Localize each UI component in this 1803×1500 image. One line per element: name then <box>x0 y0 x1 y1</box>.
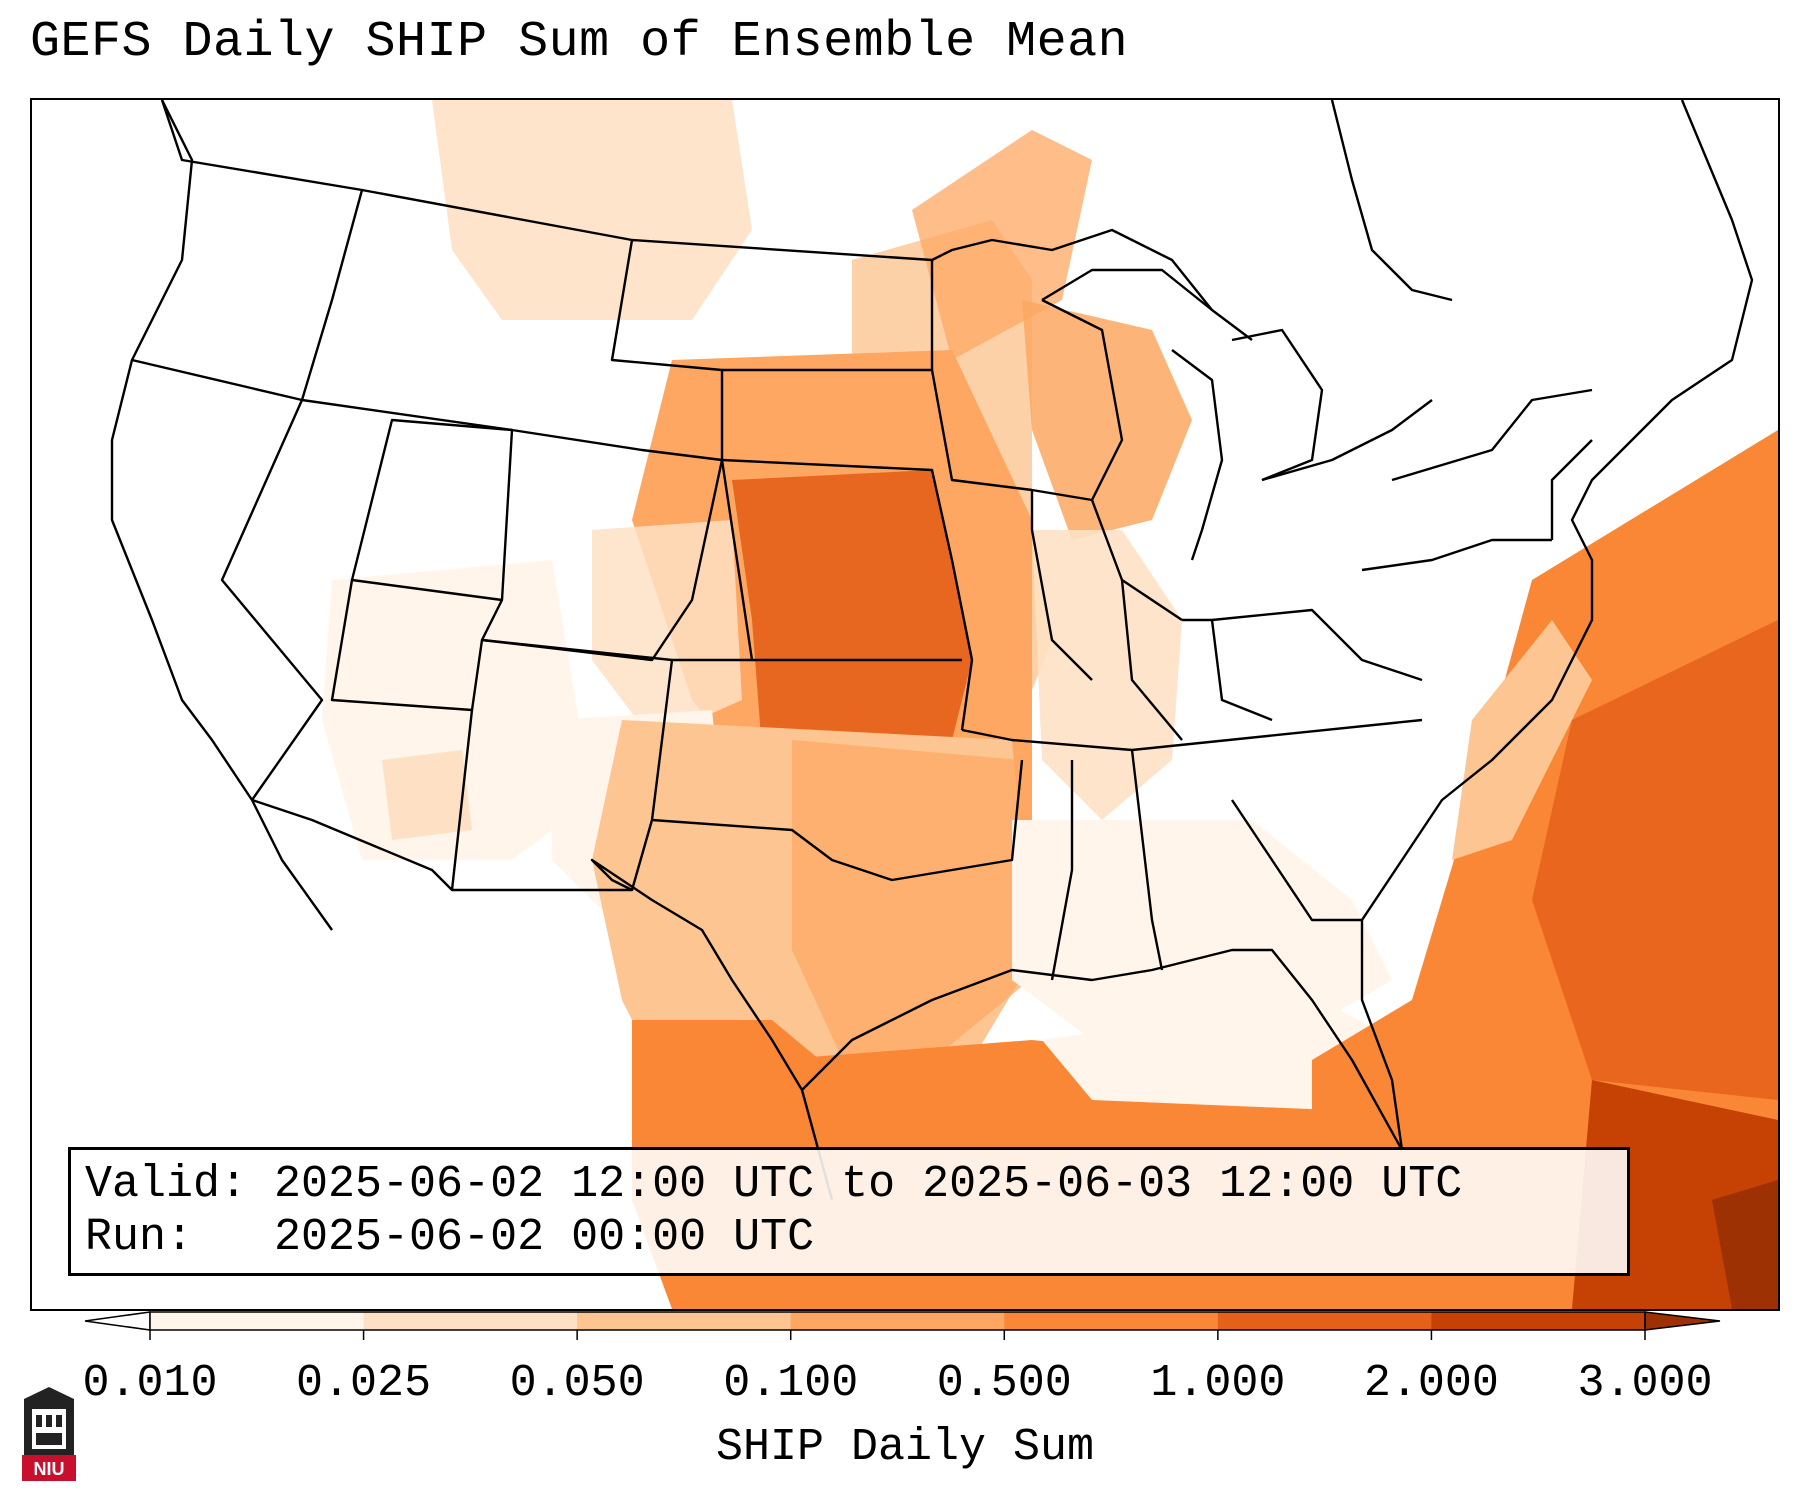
state-line-16 <box>930 369 1183 621</box>
shade-illinois-strip <box>1032 530 1182 820</box>
colorbar-tick-label: 0.010 <box>82 1358 218 1409</box>
state-line-25 <box>1231 799 1362 922</box>
state-line-9 <box>610 239 724 460</box>
colorbar-segment <box>790 1312 1005 1330</box>
state-line-7 <box>450 709 474 891</box>
state-line-1 <box>300 189 364 401</box>
us-canada-border <box>160 100 1253 341</box>
shade-colorado-east <box>592 520 742 740</box>
niu-logo: NIU <box>22 1387 76 1481</box>
colorbar-tick-label: 0.050 <box>509 1358 645 1409</box>
colorbar-segment <box>1217 1312 1432 1330</box>
map-panel <box>30 98 1780 1311</box>
colorbar-segment <box>363 1312 578 1330</box>
colorbar-segment <box>1431 1312 1646 1330</box>
great-lakes-michigan <box>1171 349 1224 561</box>
colorbar-extend-min <box>84 1311 151 1331</box>
ship-map <box>110 100 1778 1309</box>
state-line-18 <box>1041 298 1124 501</box>
gulf-coast <box>801 948 1404 1151</box>
great-lakes-michigan-lp <box>1231 328 1324 482</box>
run-time-text: Run: 2025-06-02 00:00 UTC <box>85 1212 815 1263</box>
colorbar-tick-label: 0.100 <box>723 1358 859 1409</box>
shade-deep-south <box>1012 820 1392 1050</box>
state-line-19 <box>1120 579 1183 741</box>
state-line-3 <box>220 399 324 801</box>
colorbar-segment <box>1004 1312 1219 1330</box>
colorbar-tick-label: 0.500 <box>936 1358 1072 1409</box>
great-lakes-superior <box>1041 268 1213 311</box>
state-borders <box>110 100 1754 1201</box>
colorbar-segment <box>150 1312 365 1330</box>
state-line-2 <box>131 358 513 432</box>
great-lakes-erie <box>1261 399 1433 482</box>
shade-texas-east <box>792 740 1042 1080</box>
shade-wisconsin <box>1022 300 1192 540</box>
logo-text: NIU <box>34 1459 65 1479</box>
state-line-21 <box>1211 608 1423 682</box>
valid-time-text: Valid: 2025-06-02 12:00 UTC to 2025-06-0… <box>85 1159 1463 1210</box>
colorbar-tick-label: 2.000 <box>1363 1358 1499 1409</box>
shade-atlantic-edge <box>1452 620 1592 860</box>
mexico-border <box>251 798 834 1201</box>
colorbar-segments <box>84 1311 1721 1331</box>
state-line-6 <box>330 579 484 712</box>
state-line-15 <box>961 728 1133 752</box>
state-line-11 <box>721 458 974 731</box>
state-line-17 <box>1030 490 1093 681</box>
ship-shading <box>322 100 1778 1309</box>
page-title: GEFS Daily SHIP Sum of Ensemble Mean <box>30 14 1129 71</box>
shade-caribbean-peak <box>1712 1180 1778 1309</box>
west-coast <box>110 100 333 931</box>
colorbar-ticks <box>149 1330 1646 1340</box>
valid-run-box: Valid: 2025-06-02 12:00 UTC to 2025-06-0… <box>68 1147 1630 1276</box>
shade-north-dakota-canada <box>432 100 752 320</box>
colorbar-label: SHIP Daily Sum <box>715 1422 1095 1473</box>
shade-atlantic-core <box>1532 620 1778 1100</box>
colorbar-tick-label: 0.025 <box>296 1358 432 1409</box>
east-coast <box>1360 100 1754 1151</box>
state-line-22 <box>1131 718 1423 752</box>
colorbar-extend-max <box>1644 1311 1721 1331</box>
state-line-14 <box>651 759 1024 882</box>
state-line-27 <box>1391 388 1593 482</box>
colorbar-tick-label: 3.000 <box>1577 1358 1713 1409</box>
state-line-26 <box>1361 538 1552 572</box>
canada-hudson <box>1330 100 1453 302</box>
state-line-20 <box>1182 618 1273 722</box>
colorbar-tick-label: 1.000 <box>1150 1358 1286 1409</box>
colorbar <box>84 1311 1721 1340</box>
state-line-23 <box>1050 760 1074 981</box>
state-line-28 <box>1550 439 1593 540</box>
colorbar-outline <box>149 1311 1646 1331</box>
state-line-24 <box>1130 749 1164 971</box>
shade-arizona-blob <box>382 750 472 840</box>
colorbar-segment <box>577 1312 792 1330</box>
state-line-8 <box>481 459 754 662</box>
